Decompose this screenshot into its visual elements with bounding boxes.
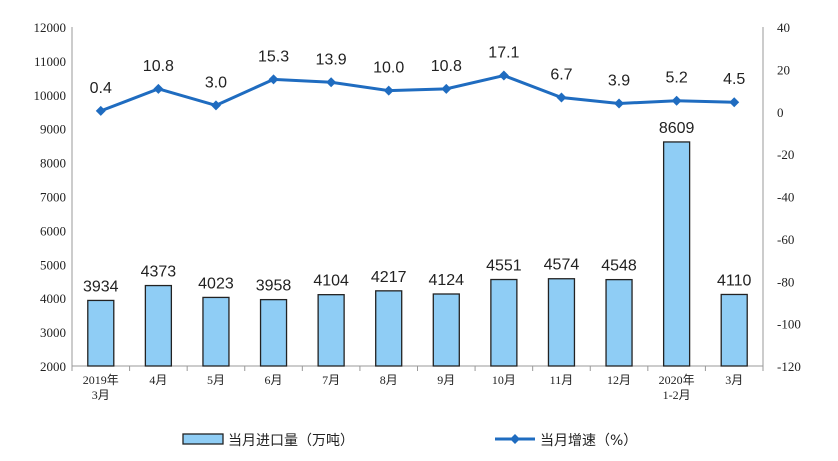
- bar-value-label: 8609: [659, 120, 695, 137]
- legend-bar-swatch: [182, 433, 224, 445]
- line-point: [556, 92, 567, 103]
- line-value-label: 15.3: [258, 48, 289, 65]
- bar: [87, 299, 115, 367]
- right-tick-label: -40: [777, 190, 794, 205]
- bar: [202, 296, 230, 367]
- x-tick-label: 2019年: [83, 373, 119, 387]
- legend-line-marker: [510, 434, 520, 444]
- line-value-label: 0.4: [90, 80, 112, 97]
- right-tick-label: -100: [777, 317, 801, 332]
- bar: [720, 293, 748, 367]
- line-value-label: 3.0: [205, 74, 227, 91]
- line-point: [153, 83, 164, 94]
- line-value-label: 6.7: [550, 67, 572, 84]
- x-tick-label: 12月: [607, 373, 631, 387]
- left-tick-label: 10000: [34, 88, 67, 103]
- x-tick-label: 8月: [380, 373, 398, 387]
- x-tick-label: 1-2月: [663, 388, 691, 402]
- bar-value-label: 4551: [486, 258, 522, 275]
- right-tick-label: -20: [777, 147, 794, 162]
- bar: [259, 298, 288, 367]
- line-value-label: 4.5: [723, 71, 745, 88]
- left-tick-label: 12000: [34, 20, 67, 35]
- x-tick-label: 11月: [550, 373, 574, 387]
- bar-value-label: 4373: [141, 264, 177, 281]
- line-point: [95, 105, 106, 116]
- x-tick-label: 7月: [322, 373, 340, 387]
- line-point: [210, 100, 221, 111]
- bar: [662, 141, 691, 367]
- left-tick-label: 11000: [34, 54, 66, 69]
- bar: [144, 284, 173, 367]
- bar-value-label: 4023: [198, 275, 234, 292]
- bar-value-label: 4124: [428, 272, 464, 289]
- bar-value-label: 4110: [717, 272, 752, 289]
- legend-line-label: 当月增速（%）: [540, 433, 637, 449]
- line-point: [614, 98, 625, 109]
- x-tick-label: 9月: [437, 373, 455, 387]
- line-value-label: 17.1: [488, 45, 519, 62]
- left-tick-label: 9000: [40, 122, 66, 137]
- bar: [375, 290, 403, 367]
- right-tick-label: 0: [777, 105, 784, 120]
- line-value-label: 13.9: [316, 51, 347, 68]
- line-point: [441, 83, 452, 94]
- line-point: [729, 97, 740, 108]
- bar: [432, 293, 460, 367]
- bar-value-label: 3934: [83, 278, 119, 295]
- line-value-label: 10.0: [373, 60, 404, 77]
- left-tick-label: 6000: [40, 223, 66, 238]
- left-tick-label: 3000: [40, 325, 66, 340]
- legend-bar-label: 当月进口量（万吨）: [228, 433, 354, 449]
- line-point: [383, 85, 394, 96]
- bar-value-label: 4574: [544, 257, 580, 274]
- x-tick-label: 4月: [149, 373, 167, 387]
- right-tick-label: 20: [777, 62, 790, 77]
- right-tick-label: -120: [777, 359, 801, 374]
- bar-value-label: 4548: [601, 258, 637, 275]
- x-tick-label: 3月: [92, 388, 110, 402]
- left-tick-label: 2000: [40, 359, 66, 374]
- x-tick-label: 2020年: [659, 373, 695, 387]
- bar: [490, 278, 518, 367]
- line-point: [498, 70, 509, 81]
- line-value-label: 3.9: [608, 72, 630, 89]
- line-point: [671, 95, 682, 106]
- left-tick-label: 4000: [40, 291, 66, 306]
- bar-value-label: 4217: [371, 269, 407, 286]
- x-tick-label: 10月: [492, 373, 516, 387]
- line-point: [326, 77, 337, 88]
- bar: [605, 278, 633, 367]
- x-tick-label: 6月: [265, 373, 283, 387]
- line-value-label: 10.8: [431, 58, 462, 75]
- bar: [317, 294, 345, 367]
- left-tick-label: 5000: [40, 257, 66, 272]
- line-value-label: 5.2: [666, 70, 688, 87]
- right-tick-label: -60: [777, 232, 794, 247]
- left-tick-label: 8000: [40, 156, 66, 171]
- left-tick-label: 7000: [40, 190, 66, 205]
- right-tick-label: 40: [777, 20, 790, 35]
- line-point: [268, 74, 279, 85]
- line-value-label: 10.8: [143, 58, 174, 75]
- x-tick-label: 3月: [725, 373, 743, 387]
- bar: [547, 278, 576, 367]
- x-tick-label: 5月: [207, 373, 225, 387]
- right-tick-label: -80: [777, 274, 794, 289]
- bar-value-label: 3958: [256, 278, 292, 295]
- bar-value-label: 4104: [313, 273, 349, 290]
- growth-line: [100, 73, 735, 113]
